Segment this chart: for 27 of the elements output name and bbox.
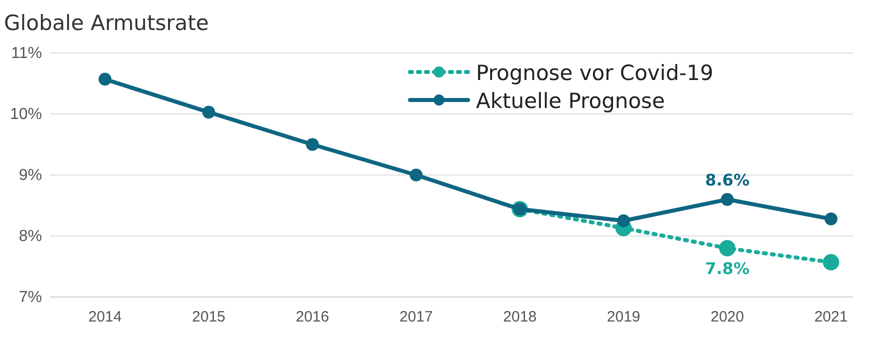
- y-tick-label: 11%: [11, 45, 42, 62]
- legend-label: Prognose vor Covid-19: [476, 61, 714, 85]
- x-tick-label: 2017: [399, 308, 433, 326]
- x-tick-label: 2018: [503, 308, 537, 326]
- point: [98, 72, 112, 86]
- x-tick-label: 2016: [296, 308, 330, 326]
- chart-title: Globale Armutsrate: [4, 11, 209, 35]
- data-label: 7.8%: [705, 259, 750, 278]
- x-tick-label: 2021: [814, 308, 848, 326]
- x-tick-label: 2019: [606, 308, 640, 326]
- point: [202, 106, 216, 119]
- y-tick-label: 10%: [10, 106, 42, 124]
- point: [410, 168, 423, 182]
- y-tick-label: 9%: [18, 167, 42, 184]
- point: [720, 192, 734, 206]
- x-tick-label: 2014: [88, 308, 122, 326]
- point: [824, 212, 838, 226]
- point: [719, 240, 736, 256]
- point: [617, 214, 630, 228]
- point: [822, 254, 840, 270]
- y-tick-label: 7%: [18, 289, 42, 306]
- point: [306, 138, 319, 151]
- data-label: 8.6%: [705, 170, 750, 190]
- y-tick-label: 8%: [18, 228, 42, 246]
- x-tick-label: 2015: [192, 308, 226, 326]
- x-tick-label: 2020: [710, 308, 744, 326]
- legend-label: Aktuelle Prognose: [476, 89, 665, 113]
